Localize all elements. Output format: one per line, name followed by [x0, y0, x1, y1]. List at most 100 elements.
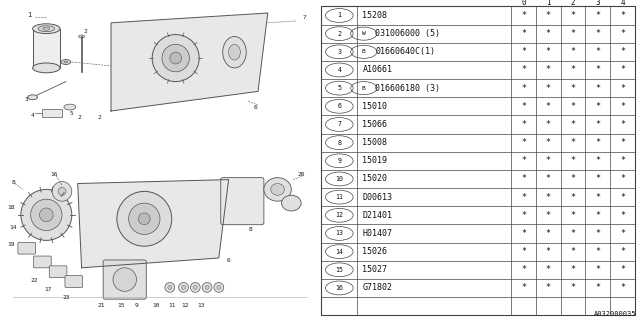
Text: *: * — [546, 102, 550, 111]
Polygon shape — [111, 13, 268, 111]
Circle shape — [193, 285, 197, 289]
Ellipse shape — [61, 60, 71, 64]
Text: *: * — [595, 265, 600, 274]
Text: *: * — [595, 156, 600, 165]
Ellipse shape — [79, 35, 84, 38]
Text: *: * — [546, 29, 550, 38]
Text: 15: 15 — [335, 267, 343, 273]
Circle shape — [214, 283, 224, 292]
Text: 2: 2 — [84, 28, 87, 34]
Text: 9
3: 9 3 — [595, 0, 600, 7]
Text: *: * — [620, 102, 625, 111]
Text: *: * — [570, 84, 575, 93]
Text: *: * — [546, 284, 550, 292]
FancyBboxPatch shape — [65, 276, 83, 287]
Text: 1: 1 — [337, 12, 341, 19]
Text: *: * — [521, 193, 526, 202]
Circle shape — [31, 199, 62, 230]
Text: *: * — [546, 84, 550, 93]
Text: D00613: D00613 — [362, 193, 392, 202]
Text: *: * — [595, 174, 600, 183]
Text: 8: 8 — [337, 140, 341, 146]
Bar — [33, 29, 60, 68]
Text: 3: 3 — [25, 97, 29, 102]
Text: *: * — [570, 29, 575, 38]
Ellipse shape — [38, 26, 54, 32]
Text: *: * — [595, 138, 600, 147]
Text: 5: 5 — [337, 85, 341, 91]
Text: *: * — [620, 229, 625, 238]
Text: 11: 11 — [335, 194, 343, 200]
Circle shape — [40, 208, 53, 222]
Text: *: * — [546, 138, 550, 147]
Text: 016606180 (3): 016606180 (3) — [375, 84, 440, 93]
Text: *: * — [521, 174, 526, 183]
Text: *: * — [546, 247, 550, 256]
Text: *: * — [546, 66, 550, 75]
Text: *: * — [620, 138, 625, 147]
Circle shape — [129, 203, 160, 235]
Text: *: * — [620, 66, 625, 75]
Ellipse shape — [282, 195, 301, 211]
Text: PARTS CORD: PARTS CORD — [391, 0, 441, 2]
Bar — [42, 109, 62, 117]
Text: *: * — [570, 265, 575, 274]
FancyBboxPatch shape — [103, 260, 147, 299]
Text: 2: 2 — [97, 115, 101, 120]
Text: *: * — [521, 11, 526, 20]
Text: *: * — [620, 47, 625, 56]
Text: *: * — [546, 229, 550, 238]
Circle shape — [217, 285, 221, 289]
Text: *: * — [620, 211, 625, 220]
Text: B: B — [362, 86, 365, 91]
Text: *: * — [620, 84, 625, 93]
Text: *: * — [570, 11, 575, 20]
Text: *: * — [521, 66, 526, 75]
Text: *: * — [620, 284, 625, 292]
Text: *: * — [620, 265, 625, 274]
Ellipse shape — [264, 178, 291, 201]
Circle shape — [117, 191, 172, 246]
Text: *: * — [570, 120, 575, 129]
Text: 6: 6 — [227, 258, 230, 263]
Text: *: * — [570, 156, 575, 165]
Circle shape — [205, 285, 209, 289]
Text: 5: 5 — [70, 111, 74, 116]
Text: 2: 2 — [337, 31, 341, 37]
Text: *: * — [570, 102, 575, 111]
Circle shape — [190, 283, 200, 292]
Text: *: * — [546, 156, 550, 165]
Text: *: * — [595, 102, 600, 111]
Text: 9: 9 — [337, 158, 341, 164]
Text: 15019: 15019 — [362, 156, 387, 165]
Text: 11: 11 — [168, 303, 175, 308]
FancyBboxPatch shape — [49, 266, 67, 277]
Text: *: * — [595, 211, 600, 220]
Text: *: * — [620, 174, 625, 183]
Circle shape — [179, 283, 188, 292]
Text: *: * — [546, 211, 550, 220]
Circle shape — [202, 283, 212, 292]
Text: *: * — [570, 47, 575, 56]
Circle shape — [182, 285, 186, 289]
Text: *: * — [521, 247, 526, 256]
Text: *: * — [595, 229, 600, 238]
Text: 14: 14 — [9, 225, 17, 230]
Text: 3: 3 — [337, 49, 341, 55]
Text: 19: 19 — [7, 242, 15, 247]
Text: 2: 2 — [77, 115, 81, 120]
Text: *: * — [595, 66, 600, 75]
Text: 7: 7 — [337, 122, 341, 127]
Ellipse shape — [64, 104, 76, 110]
Circle shape — [162, 44, 189, 72]
Text: *: * — [546, 120, 550, 129]
Text: *: * — [570, 284, 575, 292]
Text: *: * — [546, 265, 550, 274]
Text: *: * — [546, 47, 550, 56]
Text: 14: 14 — [335, 249, 343, 255]
Text: *: * — [595, 29, 600, 38]
Text: W: W — [362, 31, 365, 36]
Text: 15066: 15066 — [362, 120, 387, 129]
Text: *: * — [570, 193, 575, 202]
Text: *: * — [570, 66, 575, 75]
